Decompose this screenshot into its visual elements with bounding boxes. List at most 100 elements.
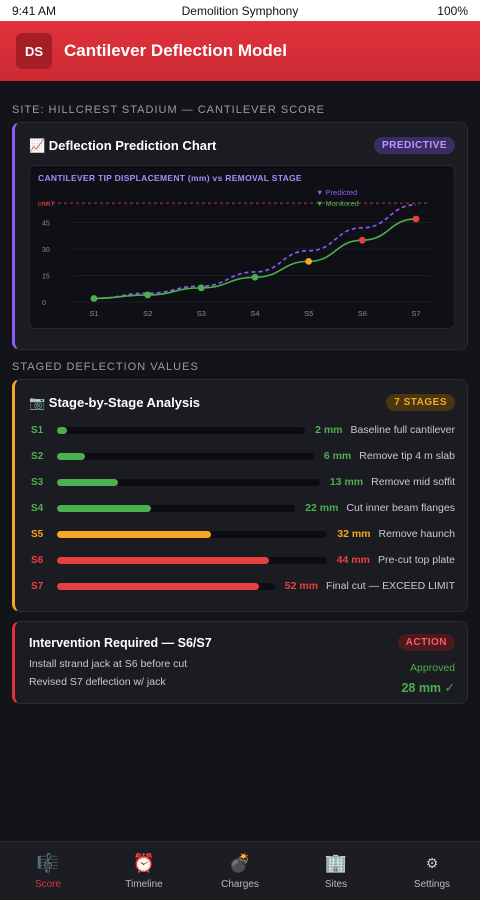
y-tick-label: 0	[42, 300, 46, 307]
stage-bar-track	[57, 556, 327, 564]
y-tick-label: 45	[42, 221, 50, 228]
stage-bar-fill	[57, 452, 85, 460]
x-tick-label: S3	[197, 309, 206, 318]
stage-bar-fill	[57, 582, 260, 590]
x-tick-label: S5	[304, 309, 313, 318]
tab-timeline[interactable]: ⏰ Timeline	[96, 842, 192, 900]
stage-row[interactable]: S7 52 mm Final cut — EXCEED LIMIT	[31, 578, 455, 594]
stages-count-badge: 7 STAGES	[386, 394, 455, 411]
status-bar: 9:41 AM Demolition Symphony 100%	[0, 0, 480, 21]
stage-bar-fill	[57, 556, 269, 564]
stage-id: S2	[31, 450, 44, 462]
legend-item: ▼ Monitored	[316, 199, 359, 208]
limit-label: LIMIT	[38, 201, 55, 208]
stage-value: 2 mm	[315, 424, 343, 436]
data-point	[197, 284, 205, 292]
stage-id: S1	[31, 424, 44, 436]
stage-description: Remove tip 4 m slab	[359, 450, 455, 462]
stage-value: 52 mm	[284, 580, 319, 592]
prediction-card-title: 📈 Deflection Prediction Chart	[29, 137, 217, 153]
intervention-line-2: Revised S7 deflection w/ jack	[29, 676, 166, 688]
stage-row[interactable]: S3 13 mm Remove mid soffit	[31, 474, 455, 490]
intervention-title: Intervention Required — S6/S7	[29, 636, 212, 650]
chart-title: CANTILEVER TIP DISPLACEMENT (mm) vs REMO…	[38, 173, 302, 183]
deflection-chart: CANTILEVER TIP DISPLACEMENT (mm) vs REMO…	[29, 165, 455, 329]
status-battery: 100%	[437, 3, 468, 18]
data-point	[90, 295, 98, 302]
prediction-card: 📈 Deflection Prediction Chart PREDICTIVE…	[12, 122, 468, 350]
stage-description: Remove haunch	[378, 528, 455, 540]
tab-charges[interactable]: 💣 Charges	[192, 842, 288, 900]
intervention-value: 28 mm ✓	[401, 681, 455, 695]
x-tick-label: S2	[143, 309, 152, 318]
stage-bar-track	[57, 452, 314, 460]
stage-card-title: 📷 Stage-by-Stage Analysis	[29, 394, 201, 410]
stage-bar-fill	[57, 504, 151, 512]
data-point	[412, 215, 420, 223]
data-point	[144, 291, 152, 299]
stage-bar-track	[57, 478, 320, 486]
page-title: Cantilever Deflection Model	[64, 41, 287, 60]
chart-svg: 0 15 30 45 LIMIT S1 S2 S3 S4 S5 S6 S7 ▼ Predicted ▼ M…	[38, 188, 430, 318]
x-tick-label: S7	[411, 309, 420, 318]
score-icon: 🎼	[36, 852, 60, 873]
y-tick-label: 15	[42, 274, 50, 281]
stage-description: Cut inner beam flanges	[346, 502, 455, 514]
app-header: DS Cantilever Deflection Model	[0, 21, 480, 81]
stage-bar-fill	[57, 478, 119, 486]
stage-value: 22 mm	[305, 502, 339, 514]
stage-id: S3	[31, 476, 44, 488]
x-tick-label: S1	[89, 309, 98, 318]
tab-bar: 🎼 Score ⏰ Timeline 💣 Charges 🏢 Sites ⚙ S…	[0, 841, 480, 900]
x-tick-label: S4	[250, 309, 259, 318]
building-icon: 🏢	[324, 852, 348, 873]
stage-description: Baseline full cantilever	[350, 424, 455, 436]
stage-bar-track	[57, 582, 275, 590]
stage-id: S6	[31, 554, 44, 566]
tab-settings[interactable]: ⚙ Settings	[384, 842, 480, 900]
alarm-clock-icon: ⏰	[132, 852, 156, 873]
stage-id: S7	[31, 580, 44, 592]
stage-row[interactable]: S2 6 mm Remove tip 4 m slab	[31, 448, 455, 464]
data-point	[305, 257, 313, 265]
stage-description: Final cut — EXCEED LIMIT	[326, 580, 455, 592]
stage-row[interactable]: S5 32 mm Remove haunch	[31, 526, 455, 542]
status-time: 9:41 AM	[12, 3, 57, 18]
tab-label: Sites	[324, 878, 348, 890]
bomb-icon: 💣	[228, 852, 252, 873]
tab-label: Charges	[221, 878, 259, 890]
stage-value: 6 mm	[323, 450, 352, 462]
stage-description: Remove mid soffit	[371, 476, 455, 488]
tab-label: Settings	[413, 878, 451, 890]
data-point	[358, 236, 366, 244]
tab-score[interactable]: 🎼 Score	[0, 842, 96, 900]
stage-row[interactable]: S4 22 mm Cut inner beam flanges	[31, 500, 455, 516]
tab-sites[interactable]: 🏢 Sites	[288, 842, 384, 900]
tab-label: Timeline	[125, 878, 163, 890]
stage-card: 📷 Stage-by-Stage Analysis 7 STAGES S1 2 m…	[12, 379, 468, 612]
stage-bar-track	[57, 530, 328, 538]
staged-label: STAGED DEFLECTION VALUES	[12, 361, 199, 373]
predictive-badge: PREDICTIVE	[373, 137, 455, 154]
action-badge: ACTION	[397, 634, 455, 651]
y-tick-label: 30	[42, 247, 50, 254]
series-line-predicted	[93, 204, 417, 300]
status-app-title: Demolition Symphony	[181, 3, 299, 18]
data-point	[251, 273, 259, 281]
stage-bar-track	[57, 426, 306, 434]
stage-id: S4	[31, 502, 44, 514]
stage-id: S5	[31, 528, 44, 540]
intervention-status: Approved	[410, 662, 455, 674]
stage-bar-fill	[57, 530, 212, 538]
stage-value: 13 mm	[329, 476, 364, 488]
stage-value: 44 mm	[336, 554, 370, 566]
stage-bar-track	[57, 504, 296, 512]
gear-icon: ⚙	[425, 854, 439, 871]
stage-row[interactable]: S6 44 mm Pre-cut top plate	[31, 552, 455, 568]
intervention-card[interactable]: Intervention Required — S6/S7 ACTION Ins…	[12, 621, 468, 704]
series-line-monitored	[93, 218, 417, 300]
tab-label: Score	[34, 878, 62, 890]
app-logo: DS	[16, 33, 52, 69]
stage-bar-fill	[57, 426, 67, 434]
stage-row[interactable]: S1 2 mm Baseline full cantilever	[31, 422, 455, 438]
